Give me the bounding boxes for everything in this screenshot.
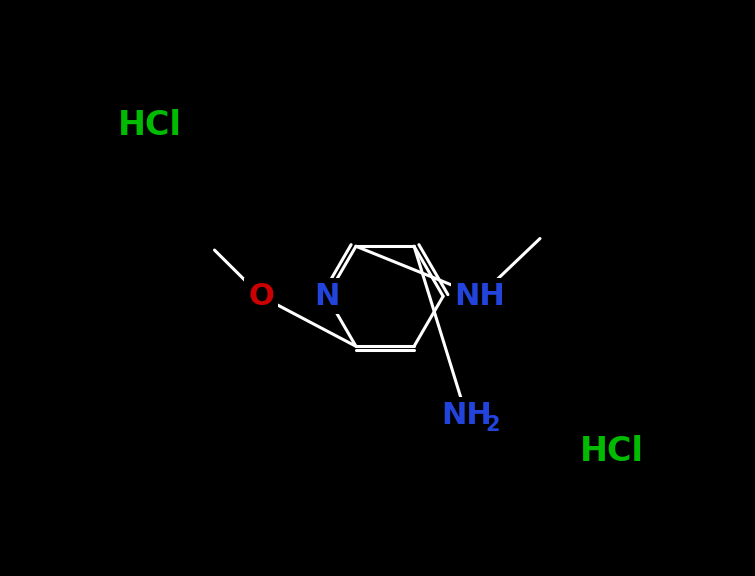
- Text: NH: NH: [455, 282, 505, 311]
- Text: NH: NH: [441, 401, 492, 430]
- Text: 2: 2: [485, 415, 500, 435]
- Text: HCl: HCl: [580, 435, 644, 468]
- Text: HCl: HCl: [118, 109, 182, 142]
- Text: N: N: [314, 282, 340, 311]
- Text: O: O: [248, 282, 274, 311]
